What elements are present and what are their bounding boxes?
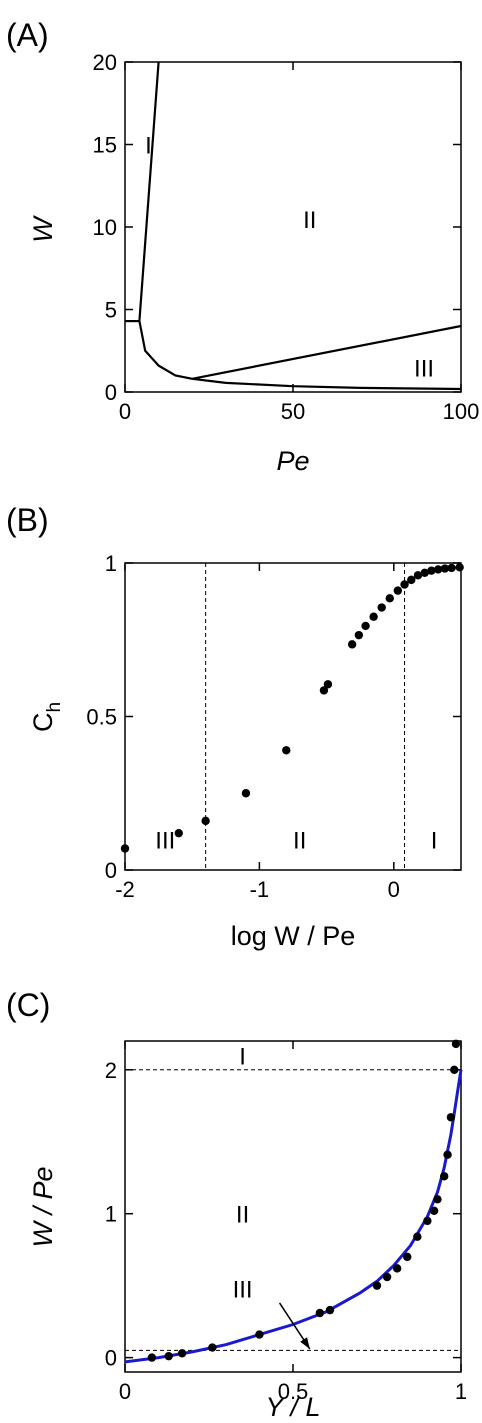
data-point: [440, 564, 450, 573]
data-point: [120, 844, 130, 853]
data-point: [325, 1305, 335, 1315]
y-axis-label: W: [28, 215, 58, 243]
data-point: [393, 586, 403, 595]
x-axis-label: Y / L: [265, 1392, 320, 1422]
y-tick-label: 0.5: [86, 705, 117, 730]
x-tick-label: -2: [115, 877, 135, 902]
y-tick-label: 0: [105, 1346, 117, 1371]
x-axis-label: log W / Pe: [231, 921, 356, 951]
region-label-2: II: [293, 827, 306, 854]
data-point: [164, 1351, 173, 1361]
region-label-3: III: [414, 355, 434, 382]
x-tick-label: 0.5: [278, 1379, 309, 1404]
x-axis-label: Pe: [276, 446, 309, 476]
y-tick-label: 1: [105, 551, 117, 576]
data-point: [447, 563, 456, 573]
boundary-line-3: [138, 320, 462, 391]
data-point: [255, 1330, 264, 1339]
y-tick-label: 0: [105, 858, 117, 883]
data-point: [385, 594, 394, 603]
data-point: [446, 1113, 456, 1122]
region-label-2: II: [236, 1202, 249, 1229]
data-point: [420, 568, 429, 578]
data-point: [451, 1039, 461, 1049]
data-point: [400, 580, 409, 589]
region-label-1: III: [155, 827, 175, 854]
data-point: [377, 603, 386, 612]
data-point: [455, 563, 464, 572]
x-tick-label: 1: [455, 1379, 467, 1404]
data-point: [208, 1343, 217, 1352]
model-curve: [124, 1069, 463, 1364]
data-point: [282, 746, 291, 755]
y-tick-label: 10: [93, 215, 117, 240]
y-tick-label: 2: [105, 1058, 117, 1083]
x-tick-label: -1: [250, 877, 270, 902]
data-point: [147, 1353, 157, 1362]
data-point: [413, 1232, 422, 1241]
y-tick-label: 15: [93, 133, 117, 158]
y-tick-label: 5: [105, 298, 117, 323]
plot-frame-a: [124, 61, 462, 393]
panel-label-b: (B): [6, 502, 49, 538]
data-point: [407, 575, 416, 585]
data-point: [315, 1308, 325, 1318]
data-point: [361, 621, 370, 631]
region-label-2: II: [303, 207, 316, 234]
data-point: [413, 571, 423, 580]
panel-label-a: (A): [6, 17, 49, 53]
data-point: [429, 1206, 439, 1216]
data-point: [392, 1264, 402, 1273]
plot-frame-b: [124, 562, 462, 871]
panel-label-c: (C): [6, 987, 50, 1023]
data-point: [323, 680, 333, 689]
annotation-arrow-head: [300, 1337, 310, 1349]
x-tick-label: 50: [281, 399, 305, 424]
x-tick-label: 0: [388, 877, 400, 902]
data-point: [433, 565, 443, 574]
x-tick-label: 0: [119, 1379, 131, 1404]
data-point: [319, 686, 329, 695]
data-point: [174, 828, 183, 838]
data-point: [382, 1272, 392, 1282]
region-label-1: I: [239, 1043, 246, 1070]
data-point: [201, 816, 210, 826]
y-axis-label: W / Pe: [28, 1166, 58, 1247]
data-point: [177, 1349, 187, 1358]
y-axis-label: Ch: [28, 702, 65, 732]
data-point: [372, 1281, 382, 1290]
data-point: [423, 1216, 432, 1226]
y-tick-label: 0: [105, 380, 117, 405]
data-point: [347, 640, 357, 649]
boundary-line-1: [138, 61, 160, 322]
data-point: [369, 612, 378, 621]
data-point: [440, 1172, 449, 1181]
region-label-3: I: [431, 827, 438, 854]
data-point: [403, 1252, 412, 1262]
region-label-1: I: [145, 133, 152, 160]
data-point: [354, 630, 364, 640]
data-point: [433, 1195, 442, 1204]
y-tick-label: 1: [105, 1202, 117, 1227]
data-point: [427, 566, 436, 575]
data-point: [241, 789, 251, 798]
x-tick-label: 100: [443, 399, 480, 424]
region-label-3: III: [233, 1277, 253, 1304]
boundary-line-4: [191, 324, 462, 380]
x-tick-label: 0: [119, 399, 131, 424]
data-point: [450, 1065, 459, 1074]
y-tick-label: 20: [93, 50, 117, 75]
data-point: [443, 1150, 452, 1159]
